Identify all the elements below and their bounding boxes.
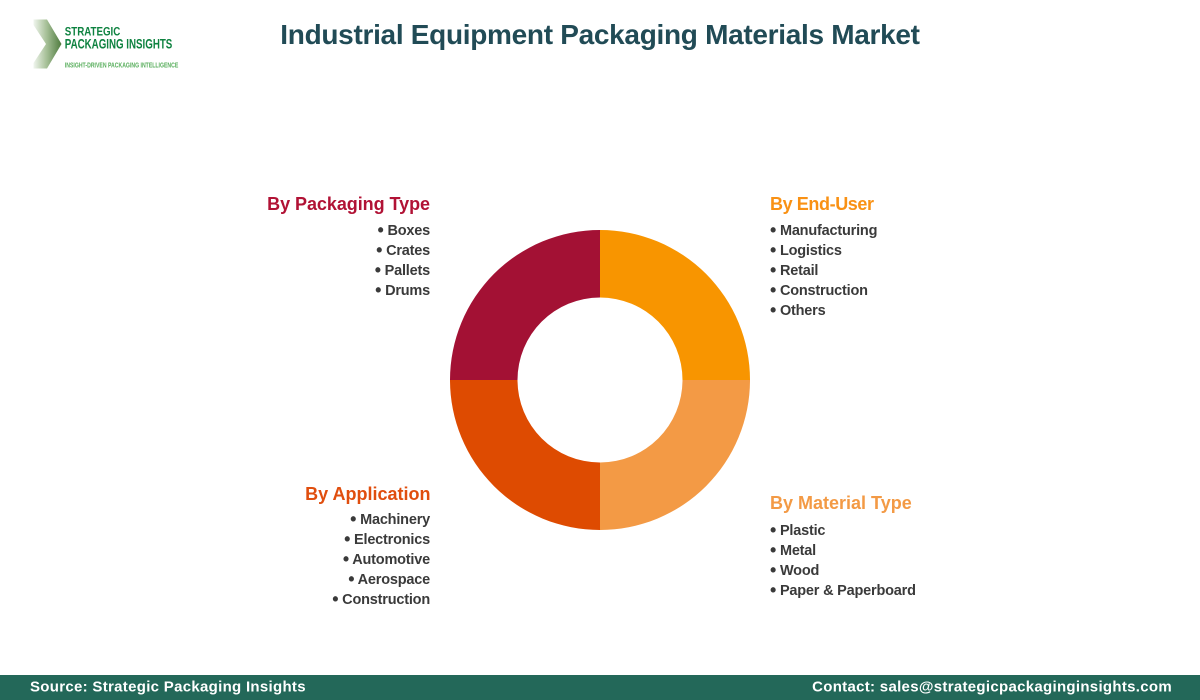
svg-text:STRATEGIC: STRATEGIC (65, 26, 121, 39)
svg-text:PACKAGING INSIGHTS: PACKAGING INSIGHTS (65, 37, 173, 52)
svg-text:INSIGHT-DRIVEN PACKAGING INTEL: INSIGHT-DRIVEN PACKAGING INTELLIGENCE (65, 61, 179, 70)
